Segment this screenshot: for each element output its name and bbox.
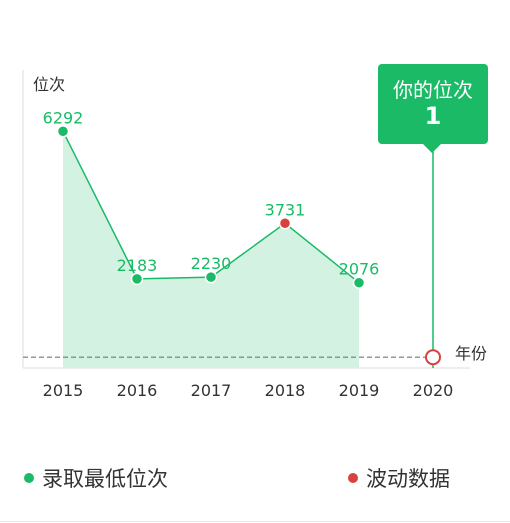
callout-title: 你的位次 — [393, 78, 473, 102]
x-tick-label: 2017 — [191, 381, 232, 400]
data-label-2019: 2076 — [339, 260, 380, 279]
data-label-2017: 2230 — [191, 254, 232, 273]
x-tick-label: 2016 — [117, 381, 158, 400]
predicted-rank-point — [425, 349, 441, 366]
callout-box — [378, 64, 488, 144]
legend-label: 波动数据 — [366, 467, 450, 491]
x-tick-label: 2018 — [265, 381, 306, 400]
data-point-2015 — [56, 125, 70, 138]
x-tick-label: 2015 — [43, 381, 84, 400]
data-point-2016 — [130, 272, 144, 286]
legend-label: 录取最低位次 — [42, 467, 168, 491]
data-label-2018: 3731 — [265, 200, 306, 219]
callout-pointer — [423, 144, 441, 153]
data-point-2018 — [278, 217, 292, 230]
x-tick-label: 2020 — [413, 381, 454, 400]
legend-item-min-rank[interactable]: 录取最低位次 — [24, 462, 168, 494]
data-label-2015: 6292 — [43, 108, 84, 127]
series-area — [63, 131, 359, 368]
data-point-2019 — [352, 276, 366, 289]
x-axis-label: 年份 — [455, 344, 487, 363]
callout-value: 1 — [424, 102, 442, 130]
data-label-2016: 2183 — [117, 256, 158, 275]
legend-dot-icon — [24, 473, 34, 483]
data-point-2017 — [204, 270, 218, 284]
legend-item-fluctuation[interactable]: 波动数据 — [348, 462, 450, 494]
legend-dot-icon — [348, 473, 358, 483]
divider — [0, 521, 510, 522]
x-tick-label: 2019 — [339, 381, 380, 400]
y-axis-label: 位次 — [33, 75, 65, 94]
